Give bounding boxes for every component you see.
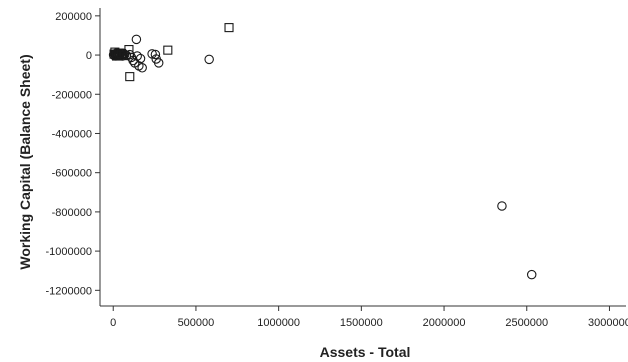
y-tick-label: -400000: [52, 128, 92, 140]
square-marker: [111, 51, 122, 61]
square-marker: [125, 72, 135, 82]
circle-marker: [497, 201, 507, 211]
x-tick-label: 1500000: [340, 317, 383, 329]
y-tick-label: -1000000: [46, 246, 93, 258]
square-marker: [224, 23, 234, 33]
square-marker: [163, 45, 173, 55]
x-tick-label: 1000000: [257, 317, 300, 329]
circle-marker: [131, 34, 142, 45]
square-marker: [118, 51, 128, 61]
y-axis-title: Working Capital (Balance Sheet): [17, 54, 33, 269]
y-tick-label: -600000: [52, 168, 92, 180]
circle-marker: [153, 58, 164, 68]
circle-marker: [526, 269, 537, 280]
x-tick-label: 2500000: [505, 317, 548, 329]
square-marker: [124, 45, 134, 55]
x-tick-label: 3000000: [588, 317, 628, 329]
y-tick-label: -800000: [52, 207, 92, 219]
y-tick-label: 0: [86, 50, 92, 62]
y-tick-label: 200000: [55, 11, 92, 23]
square-marker: [109, 49, 119, 59]
axes: 2000000-200000-400000-600000-800000-1000…: [46, 8, 628, 329]
circle-marker: [137, 63, 147, 73]
y-tick-label: -1200000: [46, 285, 93, 297]
x-axis-title: Assets - Total: [320, 344, 411, 360]
circle-marker: [204, 54, 214, 65]
circle-marker: [132, 51, 142, 61]
circle-marker: [135, 53, 146, 64]
x-tick-label: 0: [110, 317, 116, 329]
x-tick-label: 500000: [178, 317, 215, 329]
x-tick-label: 2000000: [423, 317, 466, 329]
y-tick-label: -200000: [52, 89, 92, 101]
circle-marker: [150, 49, 161, 60]
plot-area: [108, 23, 537, 280]
